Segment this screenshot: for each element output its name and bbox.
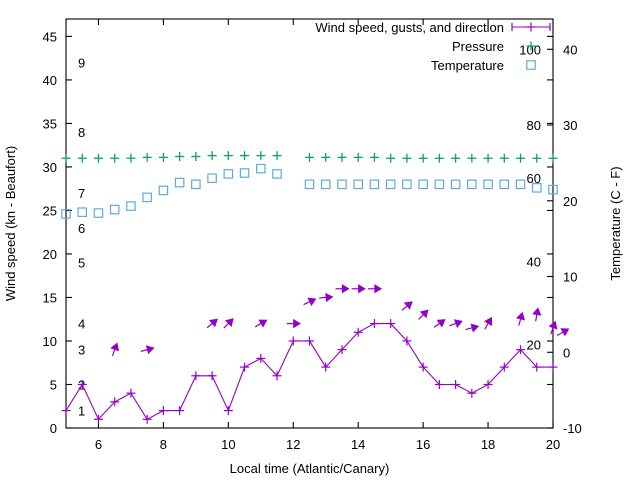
temperature-marker bbox=[531, 183, 542, 193]
temperature-marker bbox=[548, 184, 558, 195]
y2-tick-label: 30 bbox=[563, 118, 577, 133]
x-tick-label: 8 bbox=[160, 437, 167, 452]
x-tick-label: 20 bbox=[546, 437, 560, 452]
y-tick-label: 45 bbox=[43, 29, 57, 44]
temperature-marker bbox=[207, 173, 217, 184]
y2-tick-label: 10 bbox=[563, 270, 577, 285]
temperature-marker bbox=[418, 179, 428, 190]
temperature-marker bbox=[158, 185, 169, 196]
y2-tick-label: 0 bbox=[563, 345, 570, 360]
temperature-marker bbox=[191, 179, 201, 190]
beaufort-label: 7 bbox=[78, 186, 85, 201]
y-tick-label: 35 bbox=[43, 116, 57, 131]
temperature-marker bbox=[142, 192, 152, 203]
y-tick-label: 10 bbox=[43, 334, 57, 349]
temperature-marker bbox=[272, 169, 282, 179]
y2-tick-label: 40 bbox=[563, 42, 577, 57]
wind-direction-arrow-head bbox=[209, 318, 218, 328]
wind-direction-arrow-head bbox=[325, 292, 334, 303]
temperature-marker bbox=[126, 201, 136, 211]
temperature-marker bbox=[515, 179, 526, 190]
legend-label-2: Temperature bbox=[431, 58, 504, 73]
fahrenheit-label: 60 bbox=[527, 171, 541, 186]
plot-frame bbox=[65, 18, 554, 429]
beaufort-label: 9 bbox=[78, 56, 85, 71]
wind-direction-arrow-head bbox=[419, 309, 429, 319]
y2-tick-label: 20 bbox=[563, 194, 577, 209]
temperature-marker bbox=[304, 179, 315, 190]
temperature-marker bbox=[369, 179, 380, 190]
temperature-marker bbox=[434, 179, 445, 190]
wind-direction-arrow-head bbox=[560, 328, 570, 337]
wind-direction-arrow-head bbox=[470, 323, 480, 333]
legend-label-0: Wind speed, gusts, and direction bbox=[315, 20, 504, 35]
y-tick-label: 30 bbox=[43, 160, 57, 175]
x-tick-label: 16 bbox=[416, 437, 430, 452]
temperature-marker bbox=[174, 177, 185, 188]
wind-direction-arrow-head bbox=[548, 320, 558, 330]
beaufort-label: 8 bbox=[78, 125, 85, 140]
x-tick-label: 18 bbox=[481, 437, 495, 452]
temperature-marker bbox=[320, 179, 331, 190]
wind-direction-arrow-head bbox=[145, 345, 155, 355]
legend-marker-temperature bbox=[526, 60, 536, 70]
temperature-marker bbox=[93, 208, 104, 218]
y-tick-label: 25 bbox=[43, 203, 57, 218]
y2-tick-label: -10 bbox=[563, 421, 582, 436]
temperature-marker bbox=[109, 204, 120, 215]
beaufort-label: 3 bbox=[78, 343, 85, 358]
wind-direction-arrow-head bbox=[307, 297, 317, 307]
fahrenheit-label: 100 bbox=[519, 42, 541, 57]
beaufort-label: 5 bbox=[78, 256, 85, 271]
y-tick-label: 20 bbox=[43, 247, 57, 262]
temperature-marker bbox=[467, 179, 477, 190]
x-tick-label: 14 bbox=[351, 437, 365, 452]
y-tick-label: 40 bbox=[43, 73, 57, 88]
y-tick-label: 5 bbox=[50, 377, 57, 392]
wind-direction-arrow-head bbox=[453, 319, 463, 328]
temperature-marker bbox=[483, 179, 493, 190]
wind-direction-arrow-head bbox=[293, 318, 301, 329]
wind-direction-arrow-head bbox=[110, 342, 120, 352]
temperature-marker bbox=[77, 207, 88, 217]
wind-direction-arrow-head bbox=[403, 301, 413, 310]
wind-direction-arrow-head bbox=[224, 318, 234, 327]
temperature-marker bbox=[450, 179, 461, 190]
temperature-marker bbox=[499, 179, 510, 190]
temperature-marker bbox=[353, 179, 363, 190]
temperature-marker bbox=[337, 179, 347, 190]
beaufort-label: 4 bbox=[78, 317, 85, 332]
y-tick-label: 15 bbox=[43, 290, 57, 305]
wind-direction-arrow-head bbox=[516, 311, 526, 321]
fahrenheit-label: 80 bbox=[527, 118, 541, 133]
fahrenheit-label: 20 bbox=[527, 338, 541, 353]
wind-direction-arrow-head bbox=[436, 319, 446, 328]
y2-axis-title: Temperature (C - F) bbox=[608, 166, 623, 280]
temperature-marker bbox=[223, 169, 234, 179]
x-tick-label: 6 bbox=[95, 437, 102, 452]
y-axis-title: Wind speed (kn - Beaufort) bbox=[3, 146, 18, 301]
y-tick-label: 0 bbox=[50, 421, 57, 436]
temperature-marker bbox=[256, 163, 266, 174]
x-tick-label: 10 bbox=[221, 437, 235, 452]
temperature-marker bbox=[402, 179, 412, 190]
fahrenheit-label: 40 bbox=[527, 254, 541, 269]
x-tick-label: 12 bbox=[286, 437, 300, 452]
x-axis-title: Local time (Atlantic/Canary) bbox=[230, 461, 390, 476]
beaufort-label: 6 bbox=[78, 221, 85, 236]
wind-direction-arrow-head bbox=[483, 316, 493, 326]
legend-label-1: Pressure bbox=[452, 39, 504, 54]
temperature-marker bbox=[239, 168, 250, 178]
wind-direction-arrow-head bbox=[358, 284, 366, 294]
temperature-marker bbox=[61, 209, 71, 219]
wind-direction-arrow-head bbox=[258, 319, 268, 328]
temperature-marker bbox=[385, 179, 396, 190]
wind-direction-arrow-head bbox=[532, 307, 542, 316]
wind-direction-arrow-head bbox=[341, 284, 350, 294]
beaufort-label: 1 bbox=[78, 404, 85, 419]
wind-direction-arrow-head bbox=[374, 284, 383, 294]
